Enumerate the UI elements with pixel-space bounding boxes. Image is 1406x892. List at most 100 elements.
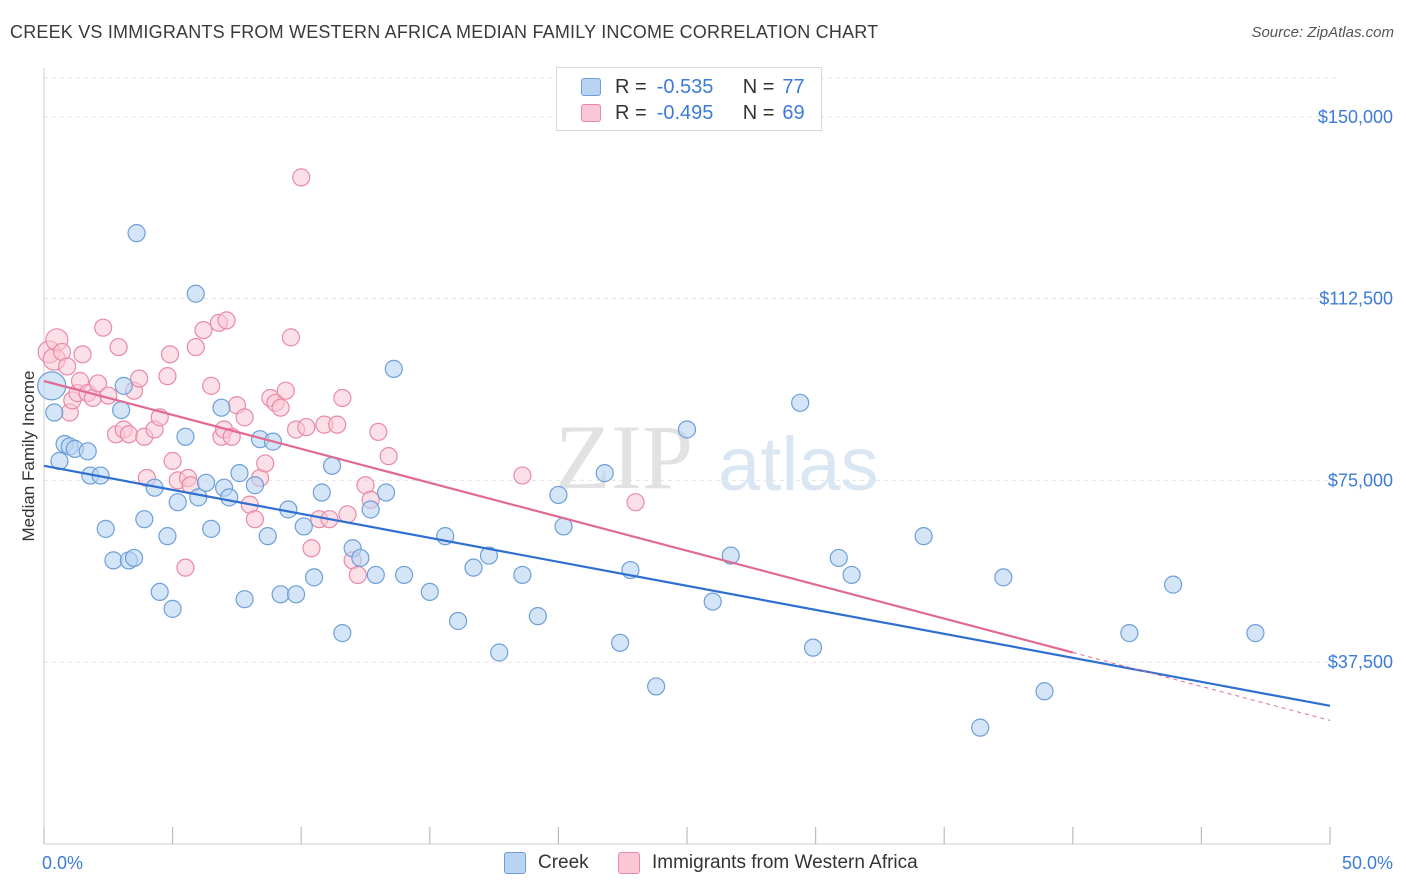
y-axis-label: Median Family Income: [19, 370, 38, 541]
waf-point: [297, 417, 316, 437]
legend-item-waf: Immigrants from Western Africa: [618, 852, 918, 874]
creek-point: [513, 565, 532, 585]
legend-row-waf: R = -0.495 N = 69: [581, 100, 805, 126]
creek-point: [394, 565, 414, 585]
waf-point: [217, 311, 236, 330]
y-tick-label: $75,000: [1328, 470, 1393, 490]
waf-point: [271, 398, 290, 417]
creek-point: [464, 558, 483, 577]
creek-point: [150, 582, 169, 601]
watermark-zip: ZIP: [555, 406, 693, 508]
waf-point: [379, 447, 398, 466]
labels-layer: $37,500 $75,000 $112,500 $150,000 0.0% 50.0%: [42, 107, 1393, 873]
creek-point: [971, 718, 990, 737]
creek-point: [294, 517, 313, 536]
axes-layer: [43, 68, 1331, 845]
waf-point: [281, 328, 301, 347]
series-legend: Creek Immigrants from Western Africa: [0, 852, 1406, 878]
legend-n-label: N =: [742, 101, 775, 124]
waf-point: [130, 369, 149, 388]
waf-point: [302, 539, 321, 558]
y-tick-label: $37,500: [1328, 652, 1393, 672]
legend-n-value: 77: [782, 75, 805, 98]
creek-point: [230, 464, 249, 483]
creek-point: [528, 607, 547, 626]
waf-point: [292, 168, 311, 187]
creek-point: [829, 548, 848, 568]
creek-point: [78, 442, 97, 461]
creek-point: [96, 519, 115, 538]
creek-point: [791, 393, 810, 412]
waf-point: [109, 337, 128, 357]
waf-point: [158, 367, 177, 386]
legend-n-value: 69: [782, 101, 805, 124]
legend-label-creek: Creek: [538, 852, 589, 873]
creek-point: [842, 565, 861, 585]
waf-point: [176, 558, 195, 577]
watermark-atlas: atlas: [718, 422, 879, 507]
creek-point: [258, 527, 277, 546]
creek-point: [366, 565, 385, 585]
creek-point: [490, 643, 509, 662]
creek-point: [549, 485, 568, 505]
creek-point: [322, 456, 342, 475]
waf-point: [88, 374, 108, 393]
creek-point: [333, 624, 352, 643]
creek-point: [1164, 575, 1183, 594]
creek-point: [104, 551, 123, 570]
creek-point: [196, 473, 216, 492]
creek-point: [235, 590, 254, 609]
legend-r-value: -0.495: [656, 101, 714, 124]
legend-r-value: -0.535: [656, 75, 714, 98]
waf-point: [333, 388, 352, 408]
legend-swatch-creek: [504, 852, 526, 874]
waf-point: [119, 425, 138, 444]
creek-point: [114, 376, 133, 395]
creek-point: [45, 403, 64, 422]
legend-row-creek: R = -0.535 N = 77: [581, 74, 805, 100]
legend-label-waf: Immigrants from Western Africa: [652, 852, 918, 873]
creek-point: [595, 464, 614, 483]
waf-point: [276, 381, 295, 400]
legend-swatch-waf: [581, 104, 601, 122]
creek-point: [376, 483, 396, 502]
creek-point: [245, 476, 265, 495]
waf-point: [73, 345, 92, 364]
waf-point: [202, 376, 221, 395]
creek-point: [112, 400, 131, 420]
creek-point: [994, 568, 1013, 587]
creek-point: [271, 585, 290, 604]
creek-point: [202, 519, 221, 538]
waf-point: [163, 451, 182, 471]
creek-point: [703, 592, 722, 611]
creek-point: [212, 398, 231, 417]
creek-point: [647, 677, 666, 696]
waf-point: [94, 318, 113, 337]
series-creek-points: [37, 224, 1265, 737]
creek-point: [721, 546, 740, 565]
creek-point: [1120, 624, 1139, 643]
creek-point: [803, 638, 823, 657]
waf-point: [369, 422, 388, 442]
y-tick-label: $112,500: [1319, 289, 1393, 309]
grid-layer: [44, 77, 1338, 663]
correlation-legend: R = -0.535 N = 77 R = -0.495 N = 69: [556, 67, 822, 131]
waf-point: [245, 510, 265, 529]
waf-point: [626, 493, 645, 512]
creek-point: [479, 546, 499, 565]
creek-point: [384, 359, 403, 378]
creek-point: [168, 493, 187, 512]
creek-point: [420, 582, 439, 601]
creek-point: [286, 585, 306, 604]
waf-point: [235, 408, 254, 427]
waf-point: [513, 466, 532, 485]
legend-r-label: R =: [615, 75, 647, 98]
waf-trend-line: [43, 379, 1074, 654]
creek-point: [677, 420, 697, 439]
legend-item-creek: Creek: [504, 852, 589, 874]
creek-point: [135, 510, 154, 529]
creek-trend-line: [43, 464, 1331, 707]
creek-point: [124, 548, 144, 568]
creek-point: [163, 599, 182, 618]
